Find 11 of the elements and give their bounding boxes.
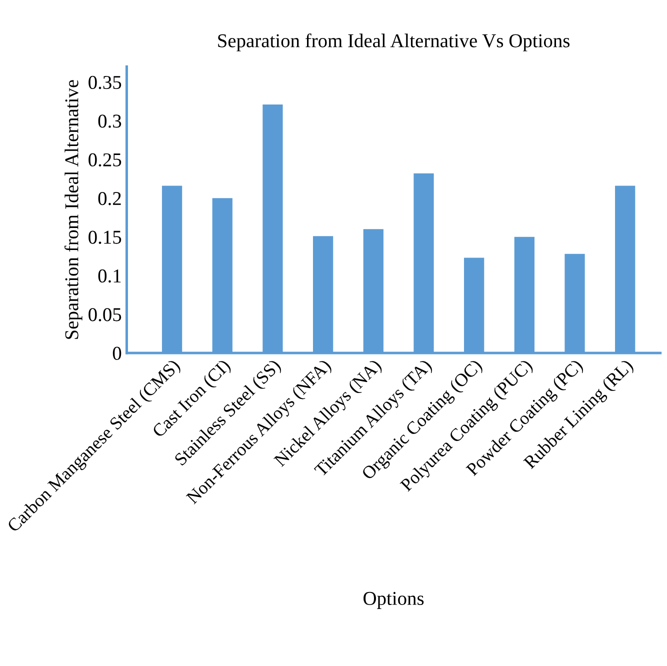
x-axis-title: Options	[364, 592, 424, 609]
y-tick-label: 0.05	[88, 308, 122, 322]
y-tick-label: 0.25	[88, 153, 122, 167]
y-tick-label: 0	[112, 346, 122, 360]
chart-title: Separation from Ideal Alternative Vs Options	[218, 33, 570, 52]
y-axis-title: Separation from Ideal Alternative	[64, 80, 82, 339]
y-tick-label: 0.15	[88, 230, 122, 244]
y-tick-label: 0.3	[98, 114, 122, 128]
y-tick-label: 0.35	[88, 76, 122, 90]
y-tick-label: 0.2	[98, 192, 121, 206]
y-tick-label: 0.1	[98, 269, 121, 283]
